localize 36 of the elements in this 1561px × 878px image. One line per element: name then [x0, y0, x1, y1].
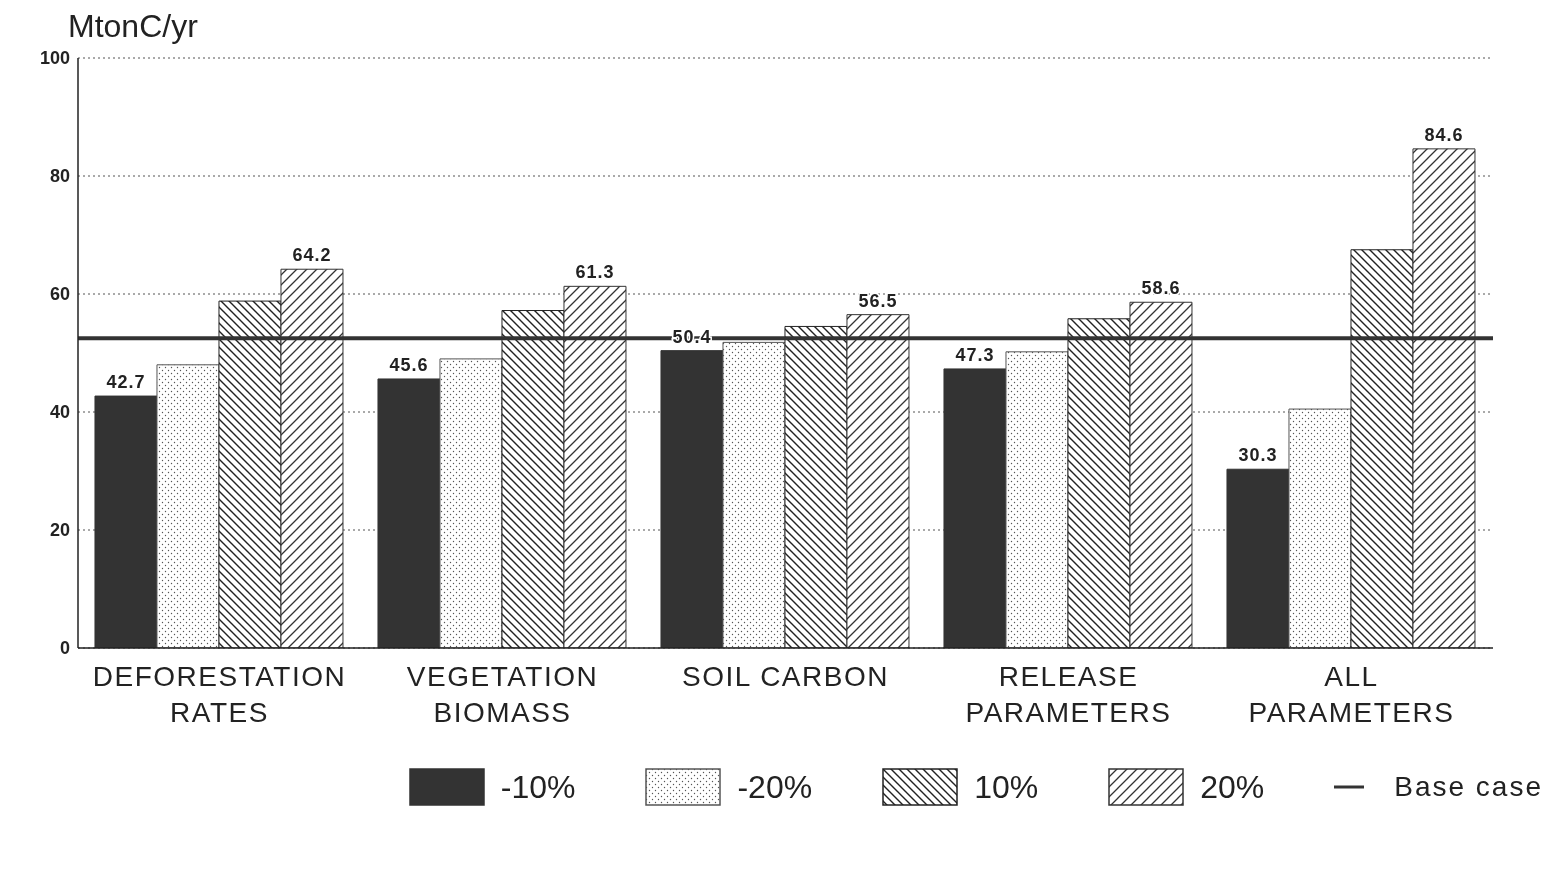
y-tick-label: 0 [59, 638, 70, 659]
bar [943, 368, 1007, 648]
x-tick-label: SOIL CARBON [682, 661, 889, 692]
data-label: 61.3 [575, 262, 615, 283]
legend-label: 20% [1200, 768, 1265, 806]
data-label: 30.3 [1238, 445, 1278, 466]
bar [1226, 468, 1290, 648]
data-label: 56.5 [858, 290, 898, 311]
legend-label: -20% [737, 768, 813, 806]
y-tick-label: 40 [49, 402, 70, 423]
data-label: 45.6 [389, 354, 429, 375]
x-tick-label: ALL PARAMETERS [1248, 661, 1455, 728]
x-tick-label: DEFORESTATION RATES [92, 661, 347, 728]
bar [156, 364, 220, 648]
bar [94, 395, 158, 648]
data-label: 84.6 [1424, 124, 1464, 145]
bar [1288, 408, 1352, 648]
x-tick-label: VEGETATION BIOMASS [406, 661, 599, 728]
bar [722, 341, 786, 648]
bar [377, 378, 441, 648]
bar [660, 350, 724, 648]
data-label: 58.6 [1141, 278, 1181, 299]
x-tick-label: RELEASE PARAMETERS [965, 661, 1172, 728]
bar [1005, 351, 1069, 648]
bar [439, 358, 503, 648]
legend-label: 10% [974, 768, 1039, 806]
y-tick-label: 80 [49, 166, 70, 187]
y-axis-title: MtonC/yr [68, 8, 199, 46]
legend-label: Base case [1394, 771, 1543, 803]
data-label: 42.7 [106, 372, 146, 393]
y-tick-label: 60 [49, 284, 70, 305]
data-label: 64.2 [292, 245, 332, 266]
y-tick-label: 20 [49, 520, 70, 541]
legend-label: -10% [500, 768, 576, 806]
data-label: 47.3 [955, 344, 995, 365]
y-tick-label: 100 [39, 48, 70, 69]
